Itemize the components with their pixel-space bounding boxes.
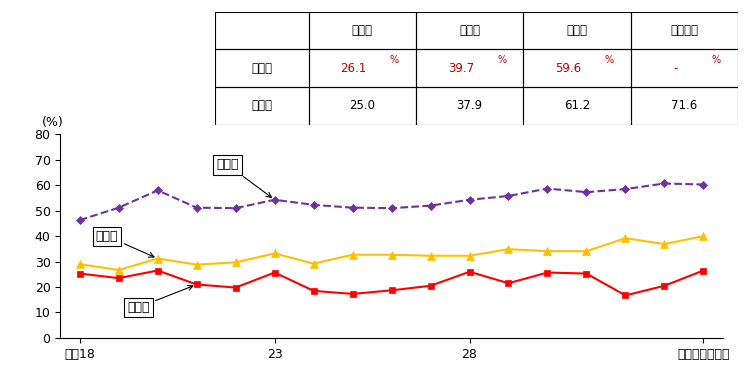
Text: 25.0: 25.0 (349, 99, 375, 113)
Bar (309, 12, 416, 49)
Text: %: % (712, 55, 721, 65)
Text: 小学校: 小学校 (459, 24, 480, 37)
Text: 大阪府: 大阪府 (251, 62, 272, 74)
Bar (630, 49, 738, 87)
Bar (630, 12, 738, 49)
Bar (215, 87, 309, 125)
Text: 高等学校: 高等学校 (670, 24, 698, 37)
Text: %: % (497, 55, 506, 65)
Bar (630, 87, 738, 125)
Text: %: % (605, 55, 614, 65)
Text: 小学校: 小学校 (96, 230, 154, 257)
Bar (215, 49, 309, 87)
Text: 幼稚図: 幼稚図 (352, 24, 373, 37)
Text: 26.1: 26.1 (340, 62, 367, 74)
Bar (416, 87, 523, 125)
Text: 61.2: 61.2 (564, 99, 590, 113)
Bar (523, 12, 630, 49)
Text: %: % (390, 55, 399, 65)
Bar (416, 12, 523, 49)
Bar (309, 49, 416, 87)
Text: 中学校: 中学校 (217, 159, 271, 197)
Text: 中学校: 中学校 (566, 24, 587, 37)
Text: 37.9: 37.9 (456, 99, 483, 113)
Text: 39.7: 39.7 (448, 62, 474, 74)
Bar (416, 49, 523, 87)
Text: -: - (673, 62, 678, 74)
Text: 59.6: 59.6 (555, 62, 581, 74)
Text: (%): (%) (41, 116, 63, 129)
Text: 幼稚図: 幼稚図 (127, 285, 193, 314)
Bar (523, 49, 630, 87)
Text: 71.6: 71.6 (671, 99, 697, 113)
Bar (523, 87, 630, 125)
Text: 全　国: 全 国 (251, 99, 272, 113)
Bar (215, 12, 309, 49)
Bar (309, 87, 416, 125)
